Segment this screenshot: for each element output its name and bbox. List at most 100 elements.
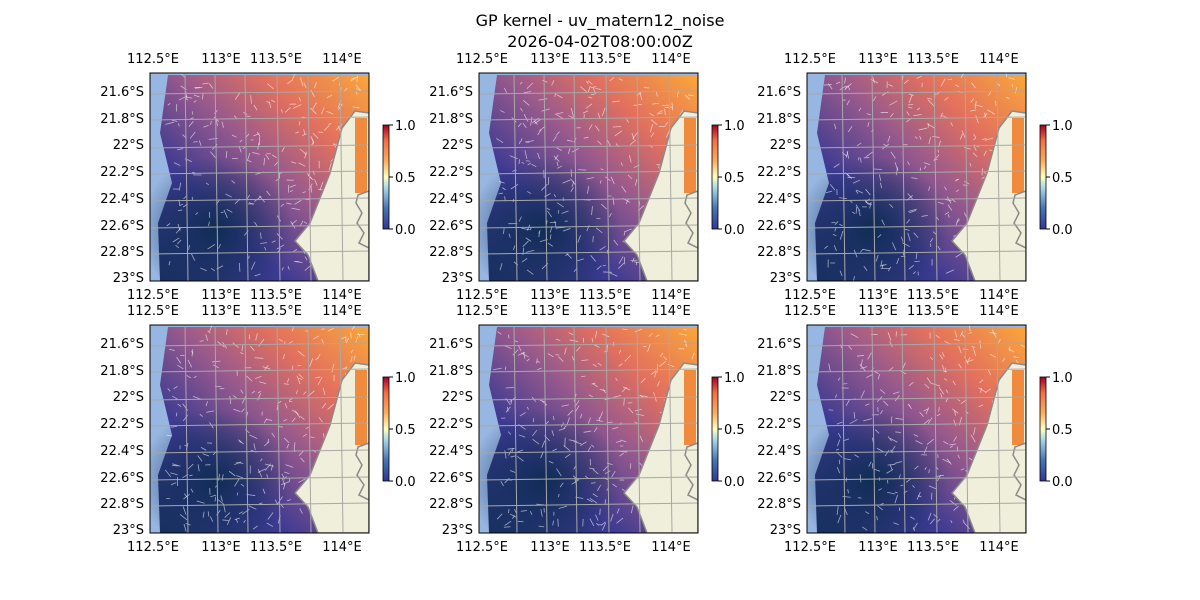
quiver-arrow	[854, 454, 860, 458]
quiver-arrow	[214, 496, 217, 502]
gridline-lat	[479, 197, 698, 202]
gridline-lat	[150, 90, 369, 95]
quiver-arrow	[522, 122, 527, 129]
quiver-arrow	[595, 125, 600, 132]
quiver-arrow	[537, 367, 542, 371]
quiver-arrow	[839, 230, 844, 240]
quiver-arrow	[299, 508, 303, 514]
quiver-arrow	[558, 505, 568, 509]
quiver-arrow	[856, 142, 862, 147]
quiver-arrow	[321, 328, 325, 330]
quiver-arrow	[878, 488, 882, 491]
quiver-arrow	[190, 488, 194, 493]
quiver-arrow	[959, 133, 964, 140]
quiver-arrow	[595, 514, 599, 521]
lat-tick-label: 22.2°S	[757, 417, 801, 432]
quiver-arrow	[203, 125, 209, 128]
quiver-arrow	[519, 412, 526, 417]
quiver-arrow	[970, 98, 975, 103]
quiver-arrow	[845, 151, 849, 158]
quiver-arrow	[655, 334, 660, 337]
quiver-arrow	[587, 446, 592, 452]
quiver-arrow	[507, 431, 512, 435]
quiver-arrow	[298, 478, 306, 484]
quiver-arrow	[509, 513, 517, 518]
quiver-arrow	[509, 155, 518, 160]
quiver-arrow	[164, 469, 172, 478]
quiver-arrow	[836, 466, 841, 474]
quiver-arrow	[1011, 83, 1014, 88]
quiver-arrow	[551, 430, 555, 436]
quiver-arrow	[255, 375, 262, 379]
gridline-lon	[307, 325, 312, 533]
quiver-arrow	[303, 391, 307, 395]
lat-tick-label: 22.4°S	[429, 444, 473, 459]
quiver-arrow	[263, 157, 266, 166]
quiver-arrow	[254, 357, 264, 359]
quiver-arrow	[549, 234, 552, 240]
quiver-arrow	[602, 522, 607, 531]
quiver-arrow	[182, 506, 187, 515]
quiver-arrow	[887, 266, 892, 272]
quiver-arrow	[597, 484, 602, 491]
quiver-arrow	[553, 155, 560, 162]
quiver-arrow	[179, 203, 184, 206]
quiver-arrow	[928, 469, 930, 474]
quiver-arrow	[894, 491, 898, 494]
quiver-arrow	[294, 261, 303, 263]
quiver-arrow	[923, 408, 929, 412]
quiver-arrow	[1015, 87, 1018, 94]
quiver-arrow	[259, 502, 263, 504]
quiver-arrow	[295, 131, 300, 134]
map-panel: 112.5°E 112.5°E 113°E 113°E 113.5°E 113.5°E 11…	[757, 304, 1072, 555]
quiver-arrow	[928, 137, 931, 145]
quiver-arrow	[577, 235, 581, 243]
quiver-arrow	[198, 140, 202, 146]
colorbar-tick-label: 0.0	[1052, 475, 1073, 490]
quiver-arrow	[258, 338, 265, 347]
quiver-arrow	[199, 413, 203, 417]
lon-tick-label: 113°E	[858, 52, 898, 67]
quiver-arrow	[628, 155, 632, 163]
quiver-arrow	[619, 439, 627, 443]
quiver-arrow	[254, 273, 261, 277]
quiver-arrow	[231, 134, 237, 138]
quiver-arrow	[197, 455, 203, 462]
quiver-arrow	[177, 364, 184, 370]
quiver-arrow	[927, 97, 933, 100]
quiver-arrow	[839, 223, 843, 227]
lat-tick-label: 22.4°S	[100, 192, 144, 207]
quiver-arrow	[526, 406, 529, 410]
lat-tick-label: 22°S	[442, 138, 473, 153]
quiver-arrow	[586, 498, 593, 503]
quiver-arrow	[635, 413, 645, 416]
quiver-arrow	[257, 469, 263, 478]
quiver-arrow	[259, 381, 267, 385]
quiver-arrow	[884, 449, 890, 457]
quiver-arrow	[903, 79, 909, 85]
quiver-arrow	[225, 151, 228, 159]
quiver-arrow	[874, 468, 881, 472]
quiver-arrow	[355, 91, 358, 95]
quiver-arrow	[207, 511, 210, 517]
quiver-arrow	[510, 455, 516, 458]
quiver-arrow	[665, 129, 671, 138]
lat-tick-label: 22.6°S	[429, 219, 473, 234]
quiver-arrow	[926, 438, 934, 445]
quiver-arrow	[947, 214, 950, 218]
quiver-arrow	[579, 441, 587, 446]
land	[294, 362, 369, 533]
quiver-arrow	[266, 101, 270, 104]
quiver-arrow	[600, 521, 606, 526]
quiver-arrow	[596, 522, 599, 526]
quiver-arrow	[298, 162, 306, 167]
quiver-arrow	[919, 411, 924, 417]
quiver-arrow	[600, 168, 604, 171]
quiver-arrow	[286, 499, 291, 502]
quiver-arrow	[596, 265, 602, 270]
quiver-arrow	[531, 163, 537, 168]
quiver-arrow	[573, 465, 577, 470]
quiver-arrow	[614, 130, 623, 137]
quiver-arrow	[889, 465, 893, 471]
quiver-arrow	[284, 107, 291, 113]
